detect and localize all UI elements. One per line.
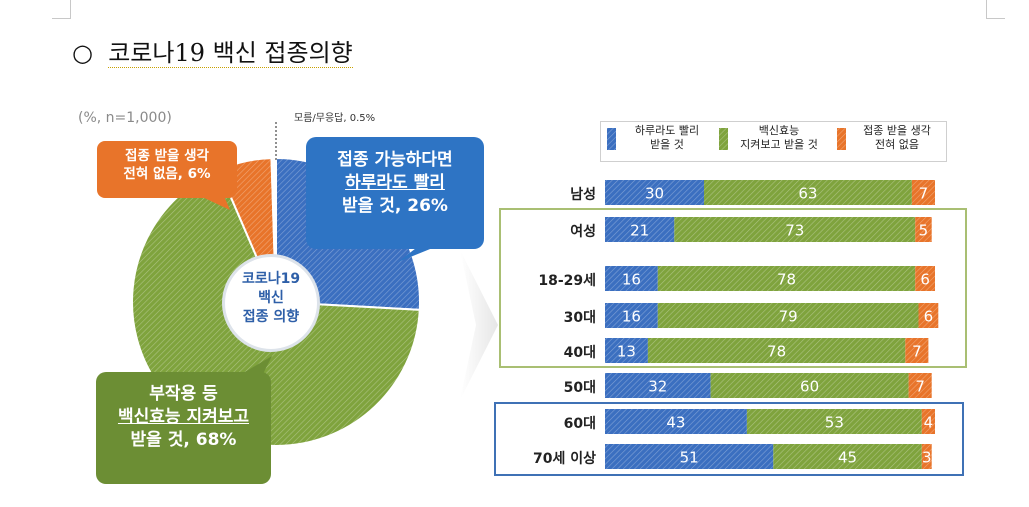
- bar-label-6-2: 4: [924, 414, 934, 432]
- row-label: 60대: [563, 416, 596, 432]
- bar-label-5-2: 7: [915, 378, 925, 396]
- legend-swatch-0: [607, 128, 616, 150]
- bar-label-2-2: 6: [920, 271, 930, 289]
- callout-tail-1: [200, 196, 230, 210]
- bar-label-1-0: 21: [630, 222, 649, 240]
- callout-wait-line-3: 받을 것, 68%: [130, 429, 237, 450]
- legend-label-0: 하루라도 빨리 받을 것: [634, 124, 700, 152]
- bar-label-3-0: 16: [622, 308, 641, 326]
- bar-label-4-2: 7: [912, 343, 922, 361]
- callout-wait: 부작용 등 백신효능 지켜보고 받을 것, 68%: [96, 372, 271, 484]
- highlight-box-young: [499, 208, 967, 368]
- callout-never: 접종 받을 생각 전혀 없음, 6%: [97, 141, 237, 198]
- bar-label-2-1: 78: [777, 271, 796, 289]
- bar-2-series-1: [657, 266, 916, 291]
- pie-center-label: 코로나19 백신 접종 의향: [222, 254, 320, 352]
- legend-label-2: 접종 받을 생각 전혀 없음: [863, 124, 931, 152]
- bar-label-0-0: 30: [645, 185, 664, 203]
- callout-asap-line-3: 받을 것, 26%: [342, 195, 448, 216]
- bullet-icon: ○: [72, 39, 93, 67]
- bar-4-series-1: [647, 338, 906, 363]
- bar-label-4-0: 13: [617, 343, 636, 361]
- bar-5-series-1: [710, 373, 909, 398]
- callout-tail-0: [398, 245, 440, 262]
- bar-6-series-2: [921, 409, 935, 434]
- bar-0-series-1: [704, 180, 912, 205]
- bar-label-3-1: 79: [779, 308, 798, 326]
- bar-label-4-1: 78: [767, 343, 786, 361]
- bar-label-7-0: 51: [680, 449, 699, 467]
- page-title: ○ 코로나19 백신 접종의향: [72, 33, 353, 68]
- bar-label-7-2: 3: [922, 449, 932, 467]
- bar-7-series-2: [921, 444, 932, 469]
- bar-5-series-0: [605, 373, 711, 398]
- bar-label-6-0: 43: [666, 414, 685, 432]
- bar-1-series-2: [915, 217, 932, 242]
- page-title-text: 코로나19 백신 접종의향: [108, 39, 353, 68]
- center-line-3: 접종 의향: [242, 308, 300, 325]
- bar-label-2-0: 16: [622, 271, 641, 289]
- bar-0-series-2: [911, 180, 935, 205]
- bar-label-0-2: 7: [919, 185, 929, 203]
- callout-asap: 접종 가능하다면 하루라도 빨리 받을 것, 26%: [306, 137, 484, 249]
- callout-wait-line-2: 백신효능 지켜보고: [117, 406, 250, 427]
- callout-wait-line-1: 부작용 등: [149, 384, 218, 404]
- bar-label-1-2: 5: [919, 222, 929, 240]
- row-label: 남성: [570, 187, 596, 203]
- center-line-1: 코로나19: [241, 271, 301, 287]
- sample-note: (%, n=1,000): [78, 110, 172, 126]
- callout-never-line-2: 전혀 없음, 6%: [123, 166, 211, 183]
- bar-label-1-1: 73: [785, 222, 804, 240]
- bar-3-series-1: [657, 303, 919, 328]
- center-line-2: 백신: [258, 289, 284, 306]
- callout-asap-line-1: 접종 가능하다면: [337, 150, 453, 170]
- row-label: 40대: [563, 345, 596, 361]
- bar-0-series-0: [605, 180, 704, 205]
- row-label: 30대: [563, 310, 596, 326]
- legend-swatch-1: [719, 128, 728, 150]
- row-label: 여성: [570, 224, 596, 240]
- bar-label-6-1: 53: [825, 414, 844, 432]
- bar-3-series-0: [605, 303, 658, 328]
- row-label: 70세 이상: [533, 451, 596, 467]
- page-corner-mark-right: [986, 0, 1005, 19]
- bar-label-0-1: 63: [798, 185, 817, 203]
- bar-1-series-1: [674, 217, 916, 242]
- row-label: 18-29세: [538, 273, 596, 289]
- bar-2-series-2: [915, 266, 935, 291]
- legend-label-1: 백신효능 지켜보고 받을 것: [740, 124, 818, 152]
- highlight-box-elderly: [494, 402, 964, 476]
- bar-3-series-2: [918, 303, 939, 328]
- bar-7-series-1: [773, 444, 922, 469]
- bar-4-series-0: [605, 338, 648, 363]
- bar-2-series-0: [605, 266, 658, 291]
- callout-asap-line-2: 하루라도 빨리: [345, 172, 445, 193]
- callout-tail-2: [238, 356, 272, 376]
- bar-7-series-0: [605, 444, 774, 469]
- row-label: 50대: [563, 380, 596, 396]
- legend-swatch-2: [837, 128, 846, 150]
- bar-label-3-2: 6: [924, 308, 934, 326]
- bar-6-series-1: [746, 409, 922, 434]
- bar-label-5-0: 32: [648, 378, 667, 396]
- legend-frame: [600, 121, 947, 162]
- bar-4-series-2: [905, 338, 929, 363]
- bar-5-series-2: [908, 373, 932, 398]
- bar-6-series-0: [605, 409, 747, 434]
- chevron-right-icon: [460, 250, 498, 400]
- bar-1-series-0: [605, 217, 675, 242]
- no-answer-label: 모름/무응답, 0.5%: [294, 113, 376, 124]
- callout-never-line-1: 접종 받을 생각: [125, 148, 209, 164]
- bar-label-5-1: 60: [800, 378, 819, 396]
- page-corner-mark-left: [52, 0, 71, 19]
- bar-label-7-1: 45: [838, 449, 857, 467]
